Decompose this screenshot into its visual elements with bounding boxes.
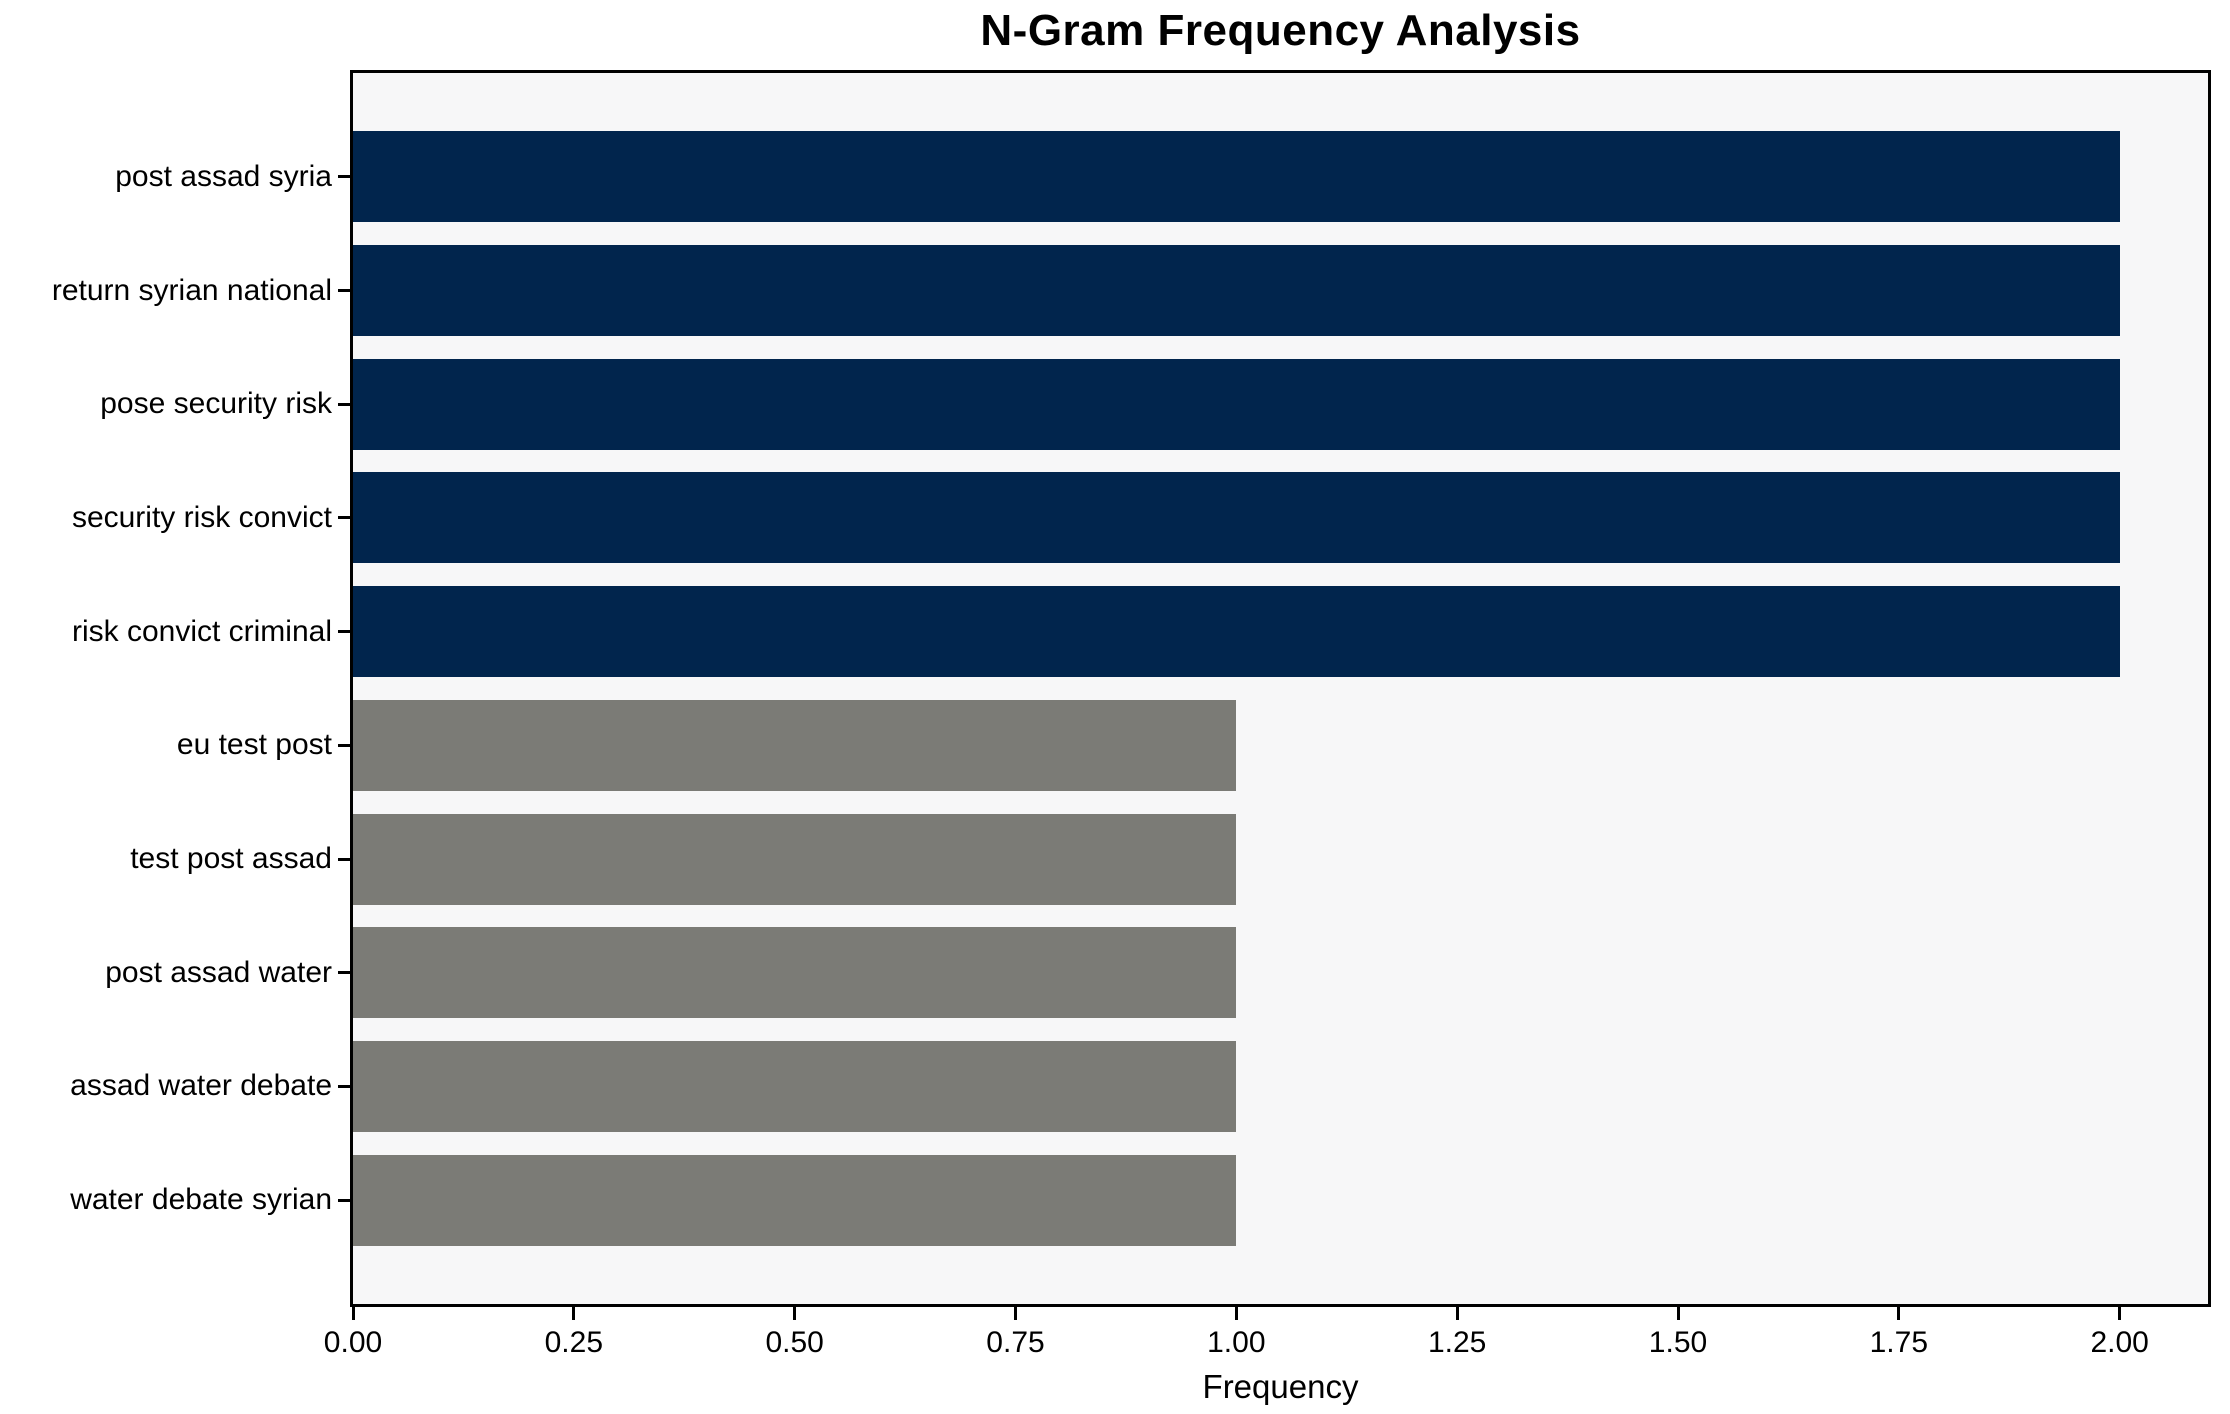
bar-row <box>353 575 2208 689</box>
x-tick-mark <box>1455 1307 1459 1320</box>
x-tick-label: 2.00 <box>2090 1326 2149 1359</box>
y-tick-mark <box>338 175 350 179</box>
bar-security-risk-convict <box>353 472 2120 564</box>
bar-test-post-assad <box>353 813 1237 905</box>
bar-row <box>353 234 2208 348</box>
y-axis-label: eu test post <box>176 728 332 762</box>
bar-eu-test-post <box>353 699 1237 791</box>
bar-post-assad-water <box>353 927 1237 1019</box>
bar-row <box>353 1030 2208 1144</box>
bar-assad-water-debate <box>353 1041 1237 1132</box>
x-tick-mark <box>1234 1307 1238 1320</box>
y-tick-mark <box>338 1084 350 1088</box>
x-tick-mark <box>793 1307 797 1320</box>
y-tick-mark <box>338 630 350 634</box>
bar-row <box>353 120 2208 234</box>
y-tick-mark <box>338 289 350 293</box>
x-tick-label: 1.50 <box>1648 1326 1708 1359</box>
x-tick-mark <box>2118 1307 2122 1320</box>
x-tick-mark <box>1676 1307 1680 1320</box>
y-axis-label: security risk convict <box>71 500 332 534</box>
bar-row <box>353 1143 2208 1257</box>
y-tick-mark <box>338 743 350 747</box>
bar-post-assad-syria <box>353 131 2120 223</box>
x-tick-label: 0.50 <box>765 1326 824 1359</box>
chart-title: N-Gram Frequency Analysis <box>980 6 1581 55</box>
y-axis-label: post assad water <box>105 955 332 989</box>
x-tick-mark <box>1014 1307 1017 1320</box>
bar-pose-security-risk <box>353 358 2120 450</box>
bar-row <box>353 461 2208 575</box>
x-tick-label: 0.25 <box>544 1326 604 1359</box>
x-tick-label: 1.75 <box>1869 1326 1929 1359</box>
bar-row <box>353 347 2208 461</box>
bar-water-debate-syrian <box>353 1154 1237 1246</box>
bar-risk-convict-criminal <box>353 586 2120 678</box>
x-tick-label: 0.00 <box>323 1326 383 1359</box>
bar-row <box>353 916 2208 1030</box>
y-axis-label: test post assad <box>130 842 332 876</box>
y-tick-mark <box>338 857 350 861</box>
x-tick-mark <box>351 1307 355 1320</box>
bar-row <box>353 802 2208 916</box>
y-tick-mark <box>338 1198 350 1202</box>
bar-row <box>353 689 2208 803</box>
y-tick-mark <box>338 971 350 975</box>
x-tick-mark <box>1897 1307 1901 1320</box>
y-axis-label: return syrian national <box>51 273 332 307</box>
y-tick-mark <box>338 402 350 406</box>
plot-area <box>350 70 2211 1307</box>
y-axis-label: risk convict criminal <box>71 614 332 648</box>
y-axis-label: post assad syria <box>115 159 332 193</box>
bars-container <box>353 73 2208 1304</box>
x-tick-label: 1.25 <box>1427 1326 1487 1359</box>
x-tick-mark <box>572 1307 576 1320</box>
x-tick-label: 0.75 <box>986 1326 1045 1359</box>
y-tick-mark <box>338 516 350 520</box>
x-tick-label: 1.00 <box>1207 1326 1266 1359</box>
y-axis-label: pose security risk <box>100 387 332 421</box>
y-axis-label: water debate syrian <box>70 1183 332 1217</box>
x-axis-title: Frequency <box>1202 1368 1359 1405</box>
y-axis-label: assad water debate <box>70 1069 332 1103</box>
bar-return-syrian-national <box>353 245 2120 337</box>
